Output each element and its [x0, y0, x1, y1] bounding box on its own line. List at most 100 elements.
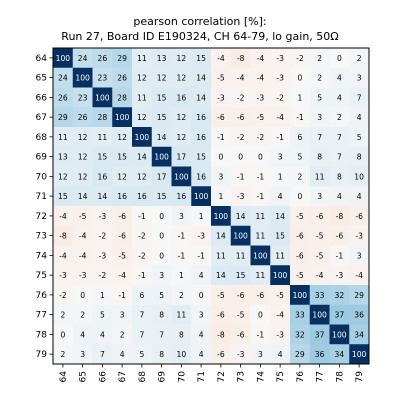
cell-value-label: 0 — [159, 232, 164, 241]
cell-value-label: 7 — [357, 93, 362, 102]
cell-value-label: -3 — [99, 212, 107, 221]
x-tick-label: 65 — [79, 371, 89, 382]
heatmap-cell-69-65 — [72, 146, 93, 167]
cell-value-label: 3 — [120, 311, 125, 320]
heatmap-cell-76-71 — [191, 285, 212, 306]
cell-value-label: 7 — [159, 330, 164, 339]
cell-value-label: 4 — [337, 93, 342, 102]
heatmap-cell-73-66 — [92, 225, 113, 246]
heatmap-cell-68-73 — [230, 127, 251, 148]
heatmap-cell-65-76 — [290, 67, 311, 88]
cell-value-label: 0 — [297, 74, 302, 83]
heatmap-cell-71-69 — [151, 186, 172, 207]
cell-value-label: 14 — [78, 192, 88, 201]
heatmap-cell-67-64 — [53, 107, 74, 128]
heatmap-cell-64-66 — [92, 48, 113, 69]
cell-value-label: 5 — [297, 153, 302, 162]
heatmap-cell-65-79 — [349, 67, 370, 88]
heatmap-cell-70-66 — [92, 166, 113, 187]
cell-value-label: 0 — [337, 54, 342, 63]
cell-value-label: -5 — [79, 212, 87, 221]
heatmap-cell-64-64 — [53, 48, 74, 69]
cell-value-label: -6 — [217, 350, 225, 359]
x-tick-label: 70 — [177, 371, 187, 383]
cell-value-label: 29 — [58, 113, 68, 122]
cell-value-label: 15 — [117, 153, 127, 162]
cell-value-label: -6 — [237, 291, 245, 300]
heatmap-cell-73-64 — [53, 225, 74, 246]
cell-value-label: 2 — [317, 54, 322, 63]
heatmap-cell-67-77 — [309, 107, 330, 128]
heatmap-cell-64-79 — [349, 48, 370, 69]
heatmap-cell-79-76 — [290, 344, 311, 365]
heatmap-cell-79-75 — [270, 344, 291, 365]
heatmap-cell-74-72 — [211, 245, 232, 266]
cell-value-label: 14 — [157, 133, 167, 142]
cell-value-label: 7 — [139, 311, 144, 320]
cell-value-label: -1 — [296, 113, 304, 122]
heatmap-cell-66-72 — [211, 87, 232, 108]
heatmap-cell-65-73 — [230, 67, 251, 88]
heatmap-cell-78-68 — [132, 324, 153, 345]
heatmap-cell-76-65 — [72, 285, 93, 306]
cell-value-label: 14 — [137, 153, 147, 162]
y-tick-label: 75 — [36, 271, 47, 281]
cell-value-label: 2 — [60, 350, 65, 359]
cell-value-label: 13 — [58, 153, 68, 162]
cell-value-label: 4 — [337, 74, 342, 83]
cell-value-label: 100 — [312, 311, 327, 320]
cell-value-label: 14 — [216, 271, 226, 280]
cell-value-label: -1 — [237, 172, 245, 181]
cell-value-label: 15 — [98, 153, 108, 162]
cell-value-label: -2 — [276, 93, 284, 102]
heatmap-cell-68-64 — [53, 127, 74, 148]
cell-value-label: -3 — [217, 93, 225, 102]
heatmap-cell-74-67 — [112, 245, 133, 266]
heatmap-cell-67-71 — [191, 107, 212, 128]
heatmap-cell-67-78 — [329, 107, 350, 128]
cell-value-label: -1 — [217, 133, 225, 142]
x-tick-label: 77 — [316, 371, 326, 382]
x-tick-label: 76 — [296, 371, 306, 383]
chart-title-line1: pearson correlation [%]: — [133, 15, 266, 28]
heatmap-cell-77-79 — [349, 304, 370, 325]
heatmap-cell-77-73 — [230, 304, 251, 325]
cell-value-label: 14 — [196, 93, 206, 102]
heatmap-cell-72-67 — [112, 206, 133, 227]
heatmap-cell-66-69 — [151, 87, 172, 108]
heatmap-cell-79-71 — [191, 344, 212, 365]
x-tick-label: 68 — [138, 371, 148, 383]
cell-value-label: 12 — [137, 113, 147, 122]
cell-value-label: -2 — [237, 133, 245, 142]
cell-value-label: 37 — [335, 311, 345, 320]
heatmap-cell-71-74 — [250, 186, 271, 207]
cell-value-label: -4 — [237, 74, 245, 83]
heatmap-cell-78-76 — [290, 324, 311, 345]
cell-value-label: -3 — [79, 271, 87, 280]
heatmap-cell-77-76 — [290, 304, 311, 325]
cell-value-label: -4 — [276, 113, 284, 122]
cell-value-label: 100 — [154, 153, 169, 162]
cell-value-label: -2 — [257, 133, 265, 142]
heatmap-cell-69-68 — [132, 146, 153, 167]
heatmap-cell-78-69 — [151, 324, 172, 345]
cell-value-label: -2 — [99, 232, 107, 241]
heatmap-cell-65-64 — [53, 67, 74, 88]
cell-value-label: 14 — [275, 212, 285, 221]
cell-value-label: 10 — [354, 172, 364, 181]
cell-value-label: 17 — [157, 172, 167, 181]
cell-value-label: -4 — [257, 54, 265, 63]
heatmap-cell-65-75 — [270, 67, 291, 88]
heatmap-cell-71-78 — [329, 186, 350, 207]
cell-value-label: 5 — [317, 93, 322, 102]
cell-value-label: 3 — [357, 251, 362, 260]
cell-value-label: 24 — [58, 74, 68, 83]
heatmap-cell-75-73 — [230, 265, 251, 286]
heatmap-cell-69-69 — [151, 146, 172, 167]
cell-value-label: -4 — [59, 251, 67, 260]
heatmap-cell-74-76 — [290, 245, 311, 266]
heatmap-cell-75-70 — [171, 265, 192, 286]
cell-value-label: -1 — [178, 232, 186, 241]
cell-value-label: 2 — [179, 291, 184, 300]
chart-title-line2: Run 27, Board ID E190324, CH 64-79, lo g… — [61, 30, 338, 43]
